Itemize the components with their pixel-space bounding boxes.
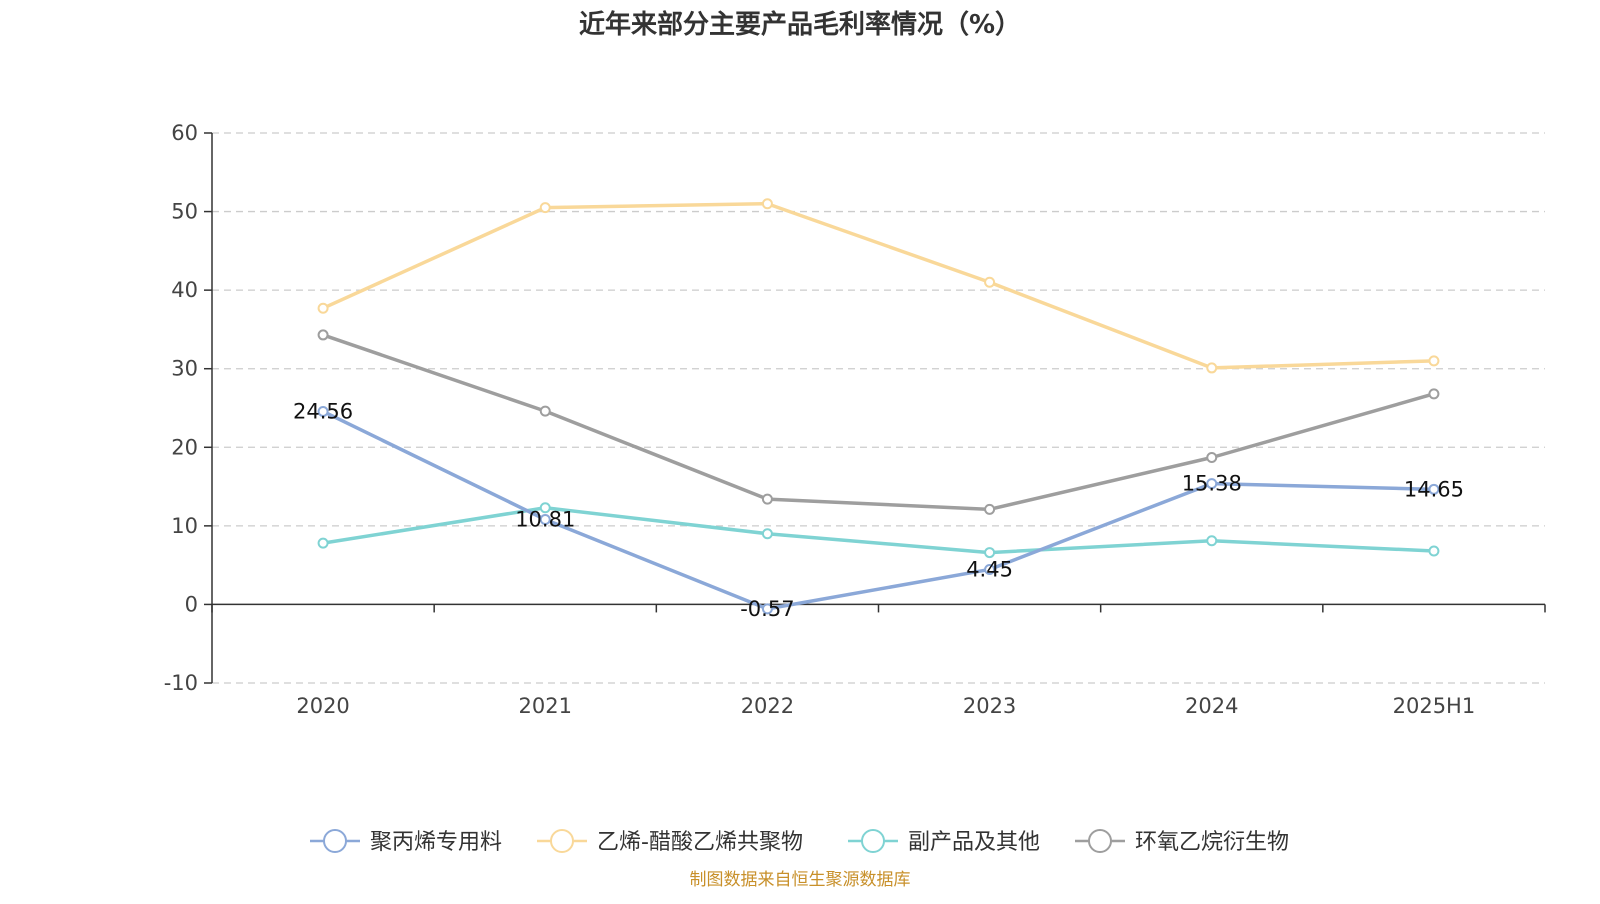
legend-item[interactable]: 环氧乙烷衍生物 — [1075, 829, 1289, 855]
legend-marker — [1088, 829, 1112, 853]
data-point[interactable] — [761, 493, 773, 505]
x-tick-label: 2020 — [296, 694, 349, 718]
data-point[interactable] — [539, 405, 551, 417]
series-line — [322, 409, 1434, 611]
x-tick-label: 2024 — [1185, 694, 1238, 718]
legend-marker — [861, 829, 885, 853]
data-labels: 24.56 10.81 -0.57 4.45 15.38 14.65 — [293, 399, 1464, 620]
legend[interactable]: 聚丙烯专用料 乙烯-醋酸乙烯共聚物 副产品及其他 环氧乙烷衍生物 — [310, 829, 1289, 855]
data-point[interactable] — [761, 603, 773, 615]
data-point[interactable] — [1428, 388, 1440, 400]
legend-marker — [323, 829, 347, 853]
data-point[interactable] — [984, 563, 996, 575]
data-label: 4.45 — [966, 557, 1013, 581]
chart-title: 近年来部分主要产品毛利率情况（%） — [579, 9, 1021, 40]
data-point[interactable] — [1428, 483, 1440, 495]
x-tick-label: 2022 — [741, 694, 794, 718]
data-point[interactable] — [317, 537, 329, 549]
data-point[interactable] — [761, 528, 773, 540]
y-tick-label: 10 — [171, 514, 198, 538]
data-point[interactable] — [1428, 545, 1440, 557]
y-tick-label: 0 — [185, 592, 198, 616]
series-line — [322, 333, 1435, 512]
legend-item[interactable]: 副产品及其他 — [848, 829, 1040, 855]
series-line — [322, 201, 1434, 370]
data-point[interactable] — [761, 198, 773, 210]
data-point[interactable] — [317, 405, 329, 417]
data-point[interactable] — [1206, 535, 1218, 547]
legend-marker — [550, 829, 574, 853]
legend-label: 乙烯-醋酸乙烯共聚物 — [597, 830, 803, 855]
grid-lines — [212, 132, 1545, 684]
legend-label: 环氧乙烷衍生物 — [1135, 830, 1289, 855]
y-tick-label: 30 — [171, 357, 198, 381]
data-point[interactable] — [984, 276, 996, 288]
data-label: -0.57 — [740, 597, 794, 621]
legend-label: 聚丙烯专用料 — [370, 830, 502, 855]
x-tick-label: 2021 — [519, 694, 572, 718]
data-label: 24.56 — [293, 399, 353, 423]
y-tick-label: 60 — [171, 121, 198, 145]
data-point[interactable] — [1206, 362, 1218, 374]
y-tick-label: 20 — [171, 435, 198, 459]
y-tick-label: 50 — [171, 200, 198, 224]
data-point[interactable] — [539, 513, 551, 525]
data-label: 14.65 — [1404, 477, 1464, 501]
y-tick-label: 40 — [171, 278, 198, 302]
legend-item[interactable]: 乙烯-醋酸乙烯共聚物 — [537, 829, 803, 855]
data-point[interactable] — [984, 503, 996, 515]
y-tick-label: -10 — [164, 671, 198, 695]
data-point[interactable] — [1206, 478, 1218, 490]
data-point[interactable] — [1206, 452, 1218, 463]
data-point[interactable] — [1428, 355, 1440, 367]
axes: -10 0 10 20 30 40 50 60 2020 2021 2022 2023 2024 2025… — [164, 121, 1546, 718]
series-line — [322, 506, 1434, 555]
legend-label: 副产品及其他 — [908, 830, 1040, 855]
legend-item[interactable]: 聚丙烯专用料 — [310, 829, 502, 855]
data-label: 10.81 — [515, 507, 575, 531]
data-point[interactable] — [317, 302, 329, 314]
source-note: 制图数据来自恒生聚源数据库 — [690, 870, 911, 890]
data-point[interactable] — [317, 329, 329, 341]
data-label: 15.38 — [1182, 472, 1242, 496]
data-point[interactable] — [539, 502, 551, 514]
data-point[interactable] — [539, 202, 551, 214]
series-group — [317, 198, 1440, 615]
data-point[interactable] — [984, 547, 996, 559]
x-tick-label: 2025H1 — [1393, 694, 1476, 718]
x-tick-label: 2023 — [963, 694, 1016, 718]
